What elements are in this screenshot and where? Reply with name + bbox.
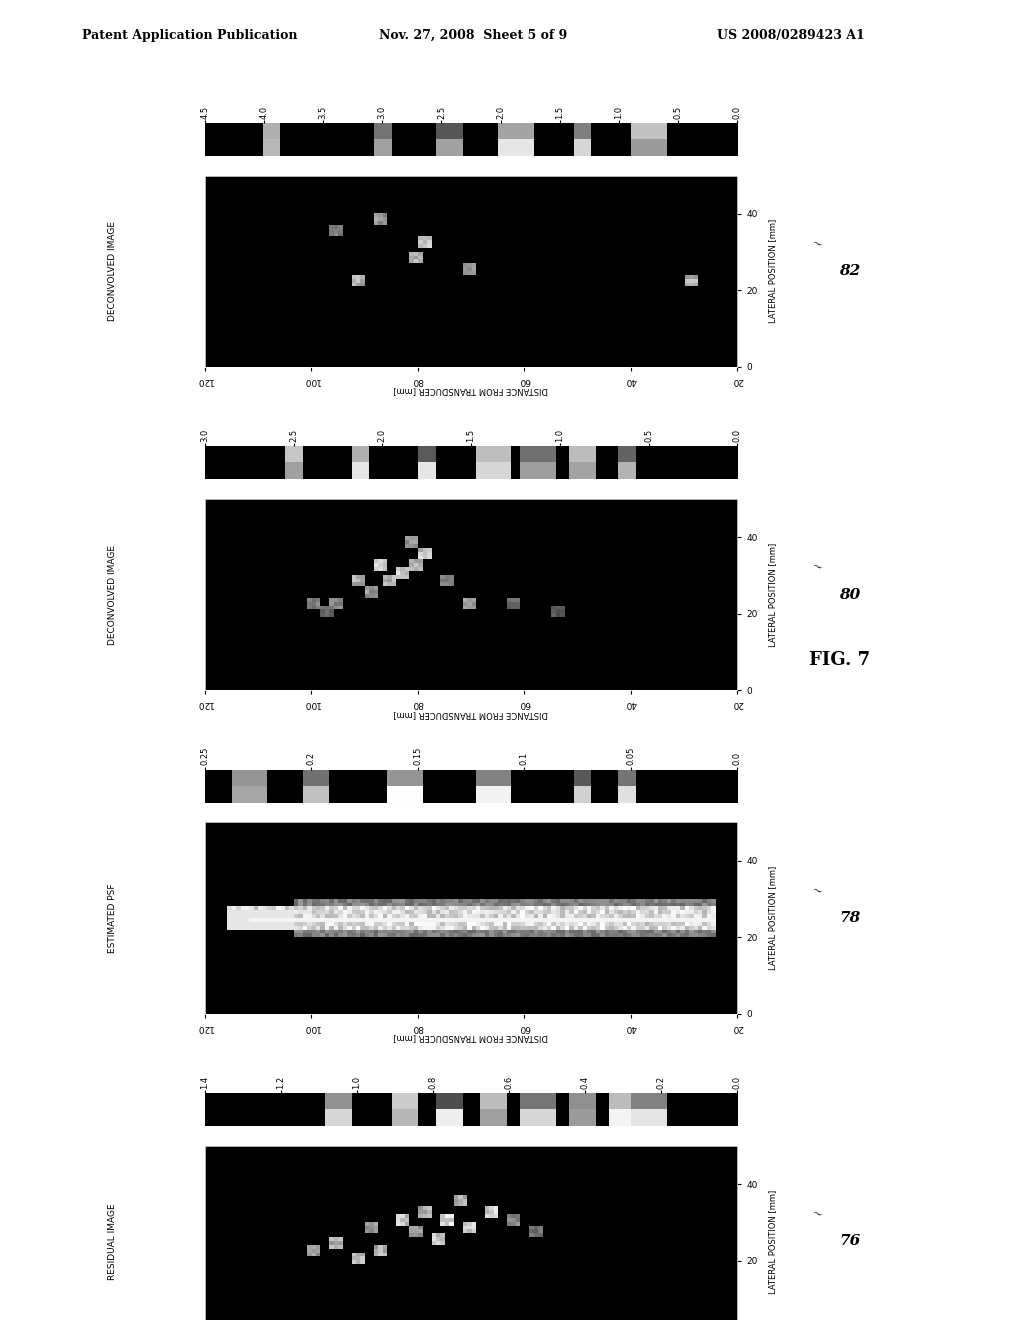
Text: LATERAL POSITION [mm]: LATERAL POSITION [mm] [768, 866, 777, 970]
Text: RESIDUAL IMAGE: RESIDUAL IMAGE [109, 1203, 117, 1280]
Text: DECONVOLVED IMAGE: DECONVOLVED IMAGE [109, 222, 117, 321]
Text: US 2008/0289423 A1: US 2008/0289423 A1 [717, 29, 864, 42]
Text: FIG. 7: FIG. 7 [809, 651, 870, 669]
Text: ~: ~ [805, 1206, 823, 1237]
Text: LATERAL POSITION [mm]: LATERAL POSITION [mm] [768, 543, 777, 647]
Text: 80: 80 [840, 587, 860, 602]
Text: 82: 82 [840, 264, 860, 279]
Text: ~: ~ [805, 883, 823, 913]
Text: ~: ~ [805, 236, 823, 267]
Text: LATERAL POSITION [mm]: LATERAL POSITION [mm] [768, 219, 777, 323]
Text: 78: 78 [840, 911, 860, 925]
Text: Nov. 27, 2008  Sheet 5 of 9: Nov. 27, 2008 Sheet 5 of 9 [379, 29, 567, 42]
Text: ESTIMATED PSF: ESTIMATED PSF [109, 883, 117, 953]
Text: LATERAL POSITION [mm]: LATERAL POSITION [mm] [768, 1189, 777, 1294]
Text: DISTANCE FROM TRANSDUCER [mm]: DISTANCE FROM TRANSDUCER [mm] [393, 710, 549, 718]
Text: DECONVOLVED IMAGE: DECONVOLVED IMAGE [109, 545, 117, 644]
Text: 76: 76 [840, 1234, 860, 1249]
Text: ~: ~ [805, 560, 823, 590]
Text: DISTANCE FROM TRANSDUCER [mm]: DISTANCE FROM TRANSDUCER [mm] [393, 1034, 549, 1041]
Text: Patent Application Publication: Patent Application Publication [82, 29, 297, 42]
Text: DISTANCE FROM TRANSDUCER [mm]: DISTANCE FROM TRANSDUCER [mm] [393, 387, 549, 395]
